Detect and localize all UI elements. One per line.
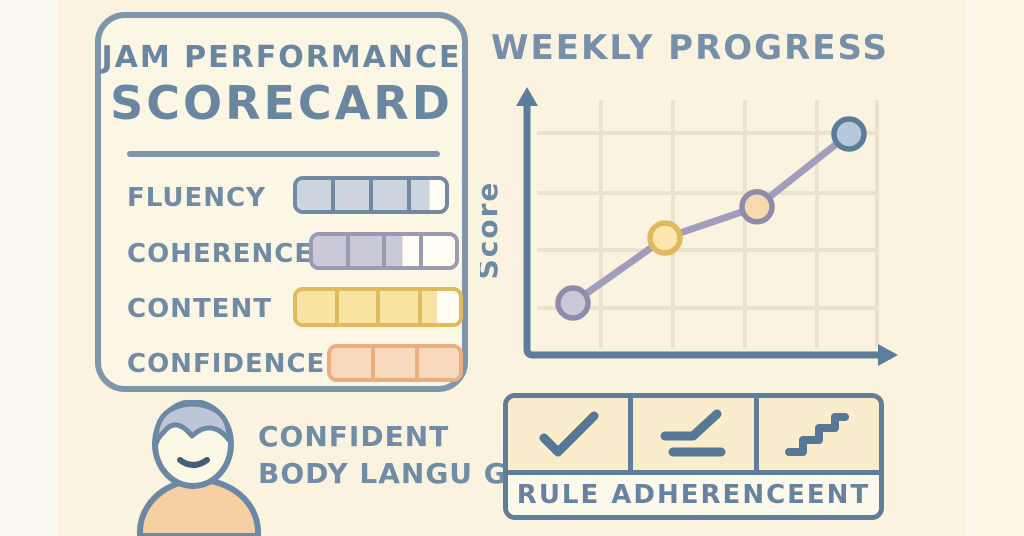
bar-segment [380,291,422,323]
person-smile [177,457,210,468]
person-avatar [137,400,261,536]
body-language-line2: BODY LANGU GE [258,457,528,490]
bar-segment [349,236,386,266]
rising-line-icon [660,409,726,457]
scorecard-divider [127,151,440,157]
scorecard-panel: JAM PERFORMANCE SCORECARD FLUENCY COHERE… [95,12,468,392]
x-axis-arrow-icon [878,344,898,366]
metric-label-fluency: FLUENCY [127,183,266,213]
body-language-caption: CONFIDENT BODY LANGU GE [258,418,528,492]
bar-segment [419,348,459,378]
data-point-week-2 [647,220,683,256]
bar-segment [335,180,373,210]
metric-label-coherence: COHERENCE [127,239,314,269]
checkmark-icon [539,411,599,457]
bar-segment [386,236,423,266]
bar-segment [313,236,350,266]
y-axis-arrow-icon [516,87,538,106]
chart-title: WEEKLY PROGRESS [491,28,889,68]
content-bar [293,287,463,327]
bar-segment [411,180,445,210]
coherence-bar [309,232,459,270]
data-point-week-4 [831,116,867,152]
bar-segment [421,291,459,323]
person-hair [153,401,232,447]
metric-label-content: CONTENT [127,294,272,324]
rule-icon-row [508,398,879,475]
background-left-band [0,0,57,536]
rule-cell-rising [628,398,754,470]
body-language-line1: CONFIDENT [258,420,450,453]
background-right-band [966,0,1024,536]
scorecard-title-line1: JAM PERFORMANCE [101,40,462,75]
progress-line [569,130,853,307]
bar-segment [422,236,455,266]
fluency-bar [293,176,449,214]
data-point-week-3 [739,189,775,225]
rule-cell-check [508,398,629,470]
bar-segment [297,291,339,323]
bar-segment [297,180,335,210]
confidence-bar [327,344,463,382]
chart-gridlines [537,100,879,348]
bar-segment [338,291,380,323]
data-point-week-1 [555,285,591,321]
weekly-progress-chart: Score [480,87,898,366]
progress-series [555,116,867,321]
chart-axes [516,87,898,366]
y-axis-label: Score [480,181,504,280]
scorecard-title-line2: SCORECARD [110,76,453,130]
bar-segment [375,348,419,378]
stairs-icon [784,413,849,456]
rule-adherence-panel: RULE ADHERENCEENT [503,393,884,520]
bar-segment [373,180,411,210]
rule-cell-stairs [753,398,879,470]
metric-label-confidence: CONFIDENCE [127,349,326,379]
rule-adherence-caption: RULE ADHERENCEENT [508,475,879,515]
bar-segment [331,348,375,378]
